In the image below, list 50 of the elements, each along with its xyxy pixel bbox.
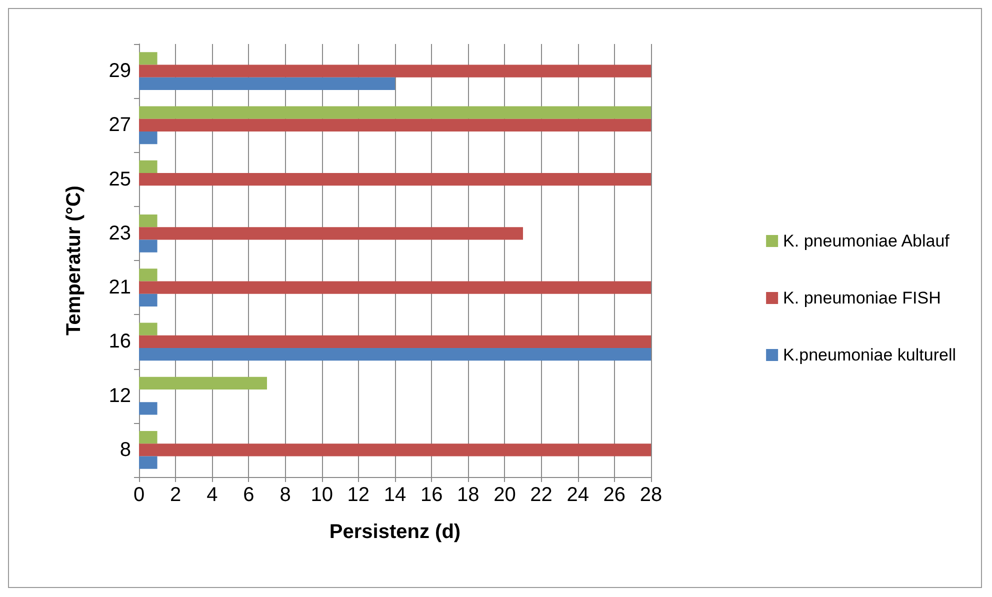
y-axis-title: Temperatur (°C) — [63, 186, 85, 336]
x-tick-label: 12 — [347, 484, 370, 506]
bar — [139, 227, 523, 240]
bar — [139, 64, 651, 78]
x-tick-label: 16 — [420, 484, 443, 506]
y-tick-label: 12 — [108, 384, 131, 407]
bar — [139, 322, 158, 336]
bar — [139, 402, 158, 415]
bar — [139, 214, 158, 228]
y-tick-label: 16 — [108, 330, 131, 353]
bar — [139, 173, 651, 186]
bar — [139, 118, 651, 132]
bar — [139, 160, 158, 173]
x-tick-label: 0 — [133, 484, 145, 506]
y-tick-label: 23 — [108, 222, 131, 244]
bar — [139, 335, 651, 348]
bar — [139, 444, 651, 456]
bar — [139, 52, 158, 65]
bar — [139, 240, 158, 252]
bar — [139, 77, 395, 90]
x-tick-label: 2 — [170, 484, 182, 506]
bar — [139, 294, 158, 307]
x-tick-label: 10 — [310, 484, 333, 506]
x-tick-label: 14 — [384, 484, 406, 506]
x-tick-label: 22 — [530, 484, 552, 506]
x-tick-label: 4 — [206, 484, 218, 506]
bar — [139, 106, 651, 119]
bar — [139, 281, 651, 294]
x-axis-title: Persistenz (d) — [329, 521, 461, 543]
x-tick-label: 20 — [494, 484, 516, 506]
bar — [139, 348, 651, 361]
x-tick-label: 8 — [280, 484, 291, 506]
legend-label: K. pneumoniae FISH — [783, 288, 941, 308]
x-tick-label: 18 — [457, 484, 480, 506]
y-tick-label: 21 — [108, 276, 131, 299]
bar — [139, 456, 158, 469]
y-tick-label: 27 — [108, 114, 131, 136]
x-tick-label: 6 — [243, 484, 254, 506]
legend-label: K.pneumoniae kulturell — [783, 346, 956, 364]
bar — [139, 132, 158, 144]
y-tick-label: 29 — [108, 60, 131, 82]
legend-label: K. pneumoniae Ablauf — [783, 232, 950, 250]
y-tick-label: 8 — [120, 438, 131, 461]
x-tick-label: 28 — [640, 484, 662, 506]
y-tick-label: 25 — [108, 168, 131, 190]
x-tick-label: 26 — [603, 484, 626, 506]
bar — [139, 268, 158, 282]
bar — [139, 376, 267, 390]
x-tick-label: 24 — [566, 484, 589, 506]
bar — [139, 430, 158, 444]
